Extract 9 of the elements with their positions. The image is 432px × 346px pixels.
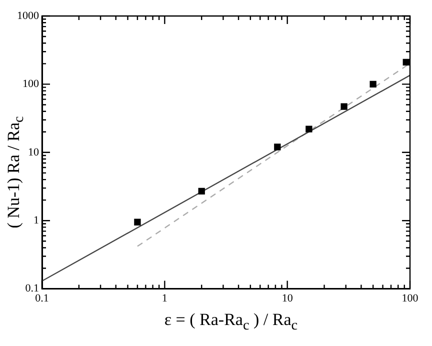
- x-axis-title: ε = ( Ra-Ra$_{c}$ ) / Ra$_{c}$: [163, 310, 299, 334]
- x-tick-label: 100: [402, 292, 419, 304]
- y-tick-label: 0.1: [25, 282, 39, 295]
- y-tick-label: 10: [28, 146, 40, 158]
- y-tick-label: 1: [34, 214, 39, 226]
- y-tick-label: 100: [22, 78, 40, 90]
- x-tick-label: 10: [282, 292, 294, 304]
- y-tick-label: 1000: [17, 10, 40, 22]
- x-tick-label: 1: [162, 292, 168, 304]
